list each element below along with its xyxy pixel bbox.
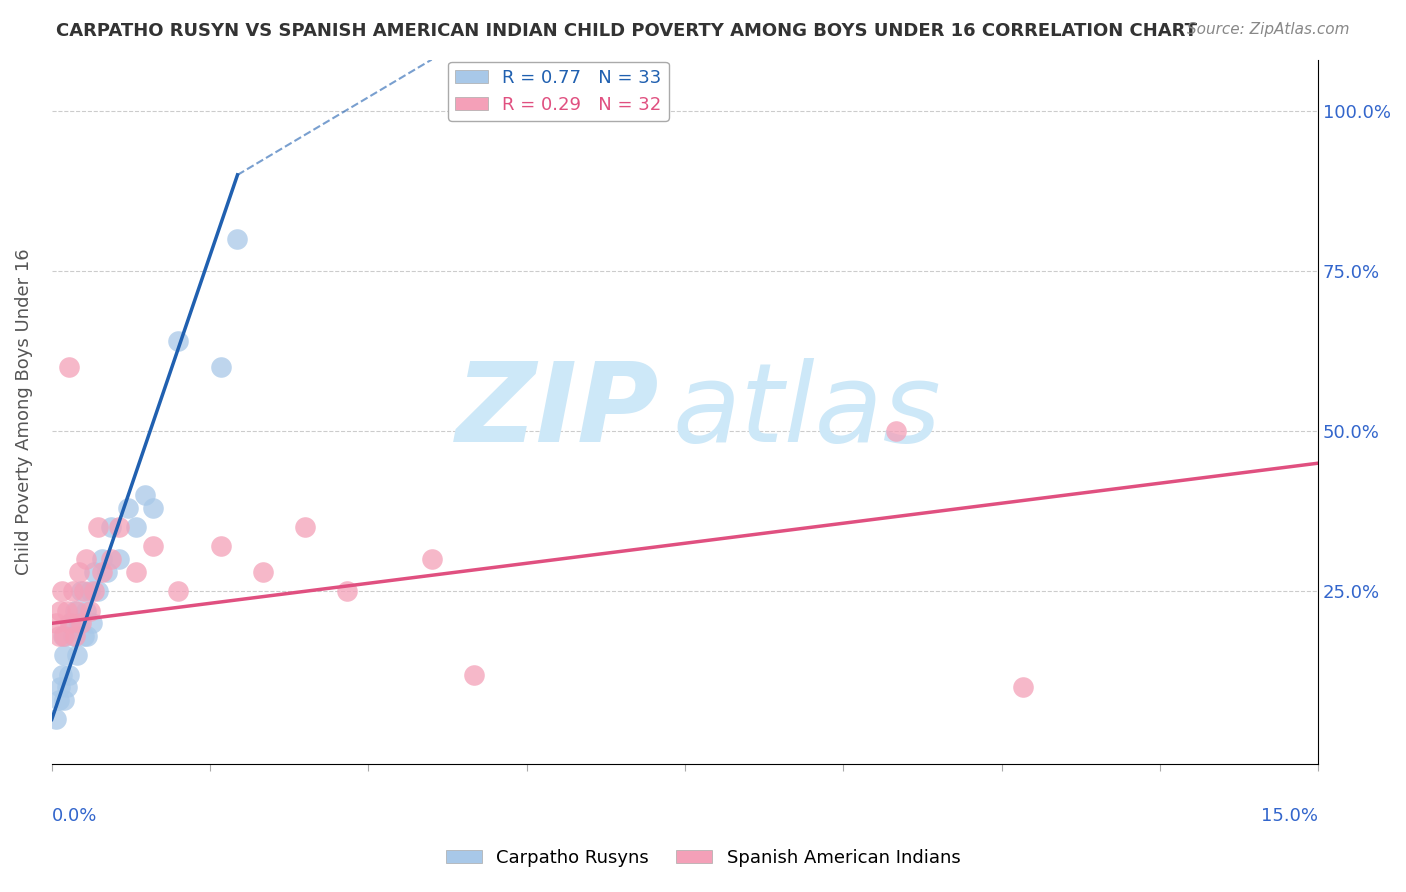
- Point: [73, 584, 96, 599]
- Point: [91, 552, 114, 566]
- Legend: Carpatho Rusyns, Spanish American Indians: Carpatho Rusyns, Spanish American Indian…: [439, 842, 967, 874]
- Point: [252, 565, 274, 579]
- Point: [52, 629, 75, 643]
- Point: [209, 540, 232, 554]
- Point: [226, 232, 249, 246]
- Point: [87, 584, 110, 599]
- Text: Source: ZipAtlas.com: Source: ZipAtlas.com: [1187, 22, 1350, 37]
- Point: [59, 616, 82, 631]
- Point: [79, 584, 101, 599]
- Point: [58, 667, 80, 681]
- Point: [83, 565, 105, 579]
- Point: [87, 520, 110, 534]
- Point: [108, 552, 131, 566]
- Point: [125, 565, 148, 579]
- Point: [59, 616, 82, 631]
- Text: CARPATHO RUSYN VS SPANISH AMERICAN INDIAN CHILD POVERTY AMONG BOYS UNDER 16 CORR: CARPATHO RUSYN VS SPANISH AMERICAN INDIA…: [56, 22, 1198, 40]
- Point: [73, 629, 96, 643]
- Text: 0.0%: 0.0%: [52, 806, 97, 824]
- Point: [82, 616, 104, 631]
- Point: [76, 629, 98, 643]
- Point: [209, 360, 232, 375]
- Point: [167, 334, 190, 349]
- Point: [117, 501, 139, 516]
- Point: [83, 584, 105, 599]
- Point: [45, 616, 67, 631]
- Text: 15.0%: 15.0%: [1261, 806, 1319, 824]
- Point: [75, 552, 97, 566]
- Point: [108, 520, 131, 534]
- Point: [48, 629, 70, 643]
- Point: [100, 520, 122, 534]
- Point: [67, 565, 90, 579]
- Legend: R = 0.77   N = 33, R = 0.29   N = 32: R = 0.77 N = 33, R = 0.29 N = 32: [449, 62, 669, 121]
- Point: [45, 713, 67, 727]
- Point: [65, 603, 87, 617]
- Point: [65, 629, 87, 643]
- Point: [48, 693, 70, 707]
- Point: [167, 584, 190, 599]
- Point: [142, 540, 165, 554]
- Point: [62, 584, 84, 599]
- Point: [75, 603, 97, 617]
- Text: ZIP: ZIP: [456, 359, 659, 466]
- Point: [49, 603, 72, 617]
- Point: [49, 681, 72, 695]
- Point: [58, 360, 80, 375]
- Point: [53, 648, 76, 663]
- Point: [66, 648, 89, 663]
- Point: [67, 616, 90, 631]
- Point: [70, 584, 93, 599]
- Point: [53, 693, 76, 707]
- Point: [79, 603, 101, 617]
- Point: [294, 520, 316, 534]
- Point: [884, 424, 907, 438]
- Y-axis label: Child Poverty Among Boys Under 16: Child Poverty Among Boys Under 16: [15, 249, 32, 575]
- Point: [62, 629, 84, 643]
- Text: atlas: atlas: [672, 359, 941, 466]
- Point: [66, 603, 89, 617]
- Point: [91, 565, 114, 579]
- Point: [463, 667, 485, 681]
- Point: [142, 501, 165, 516]
- Point: [51, 667, 73, 681]
- Point: [336, 584, 359, 599]
- Point: [1011, 681, 1033, 695]
- Point: [56, 603, 79, 617]
- Point: [134, 488, 156, 502]
- Point: [125, 520, 148, 534]
- Point: [53, 629, 76, 643]
- Point: [96, 565, 118, 579]
- Point: [51, 584, 73, 599]
- Point: [100, 552, 122, 566]
- Point: [56, 681, 79, 695]
- Point: [70, 616, 93, 631]
- Point: [420, 552, 443, 566]
